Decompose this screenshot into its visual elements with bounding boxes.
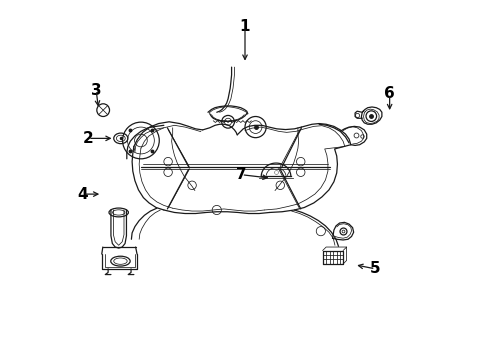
Text: 4: 4 [77, 186, 88, 202]
Text: 6: 6 [384, 86, 395, 101]
Text: 5: 5 [370, 261, 381, 276]
Text: 2: 2 [83, 131, 94, 146]
Text: 3: 3 [91, 82, 101, 98]
Text: 7: 7 [236, 167, 247, 182]
Text: 1: 1 [240, 19, 250, 34]
